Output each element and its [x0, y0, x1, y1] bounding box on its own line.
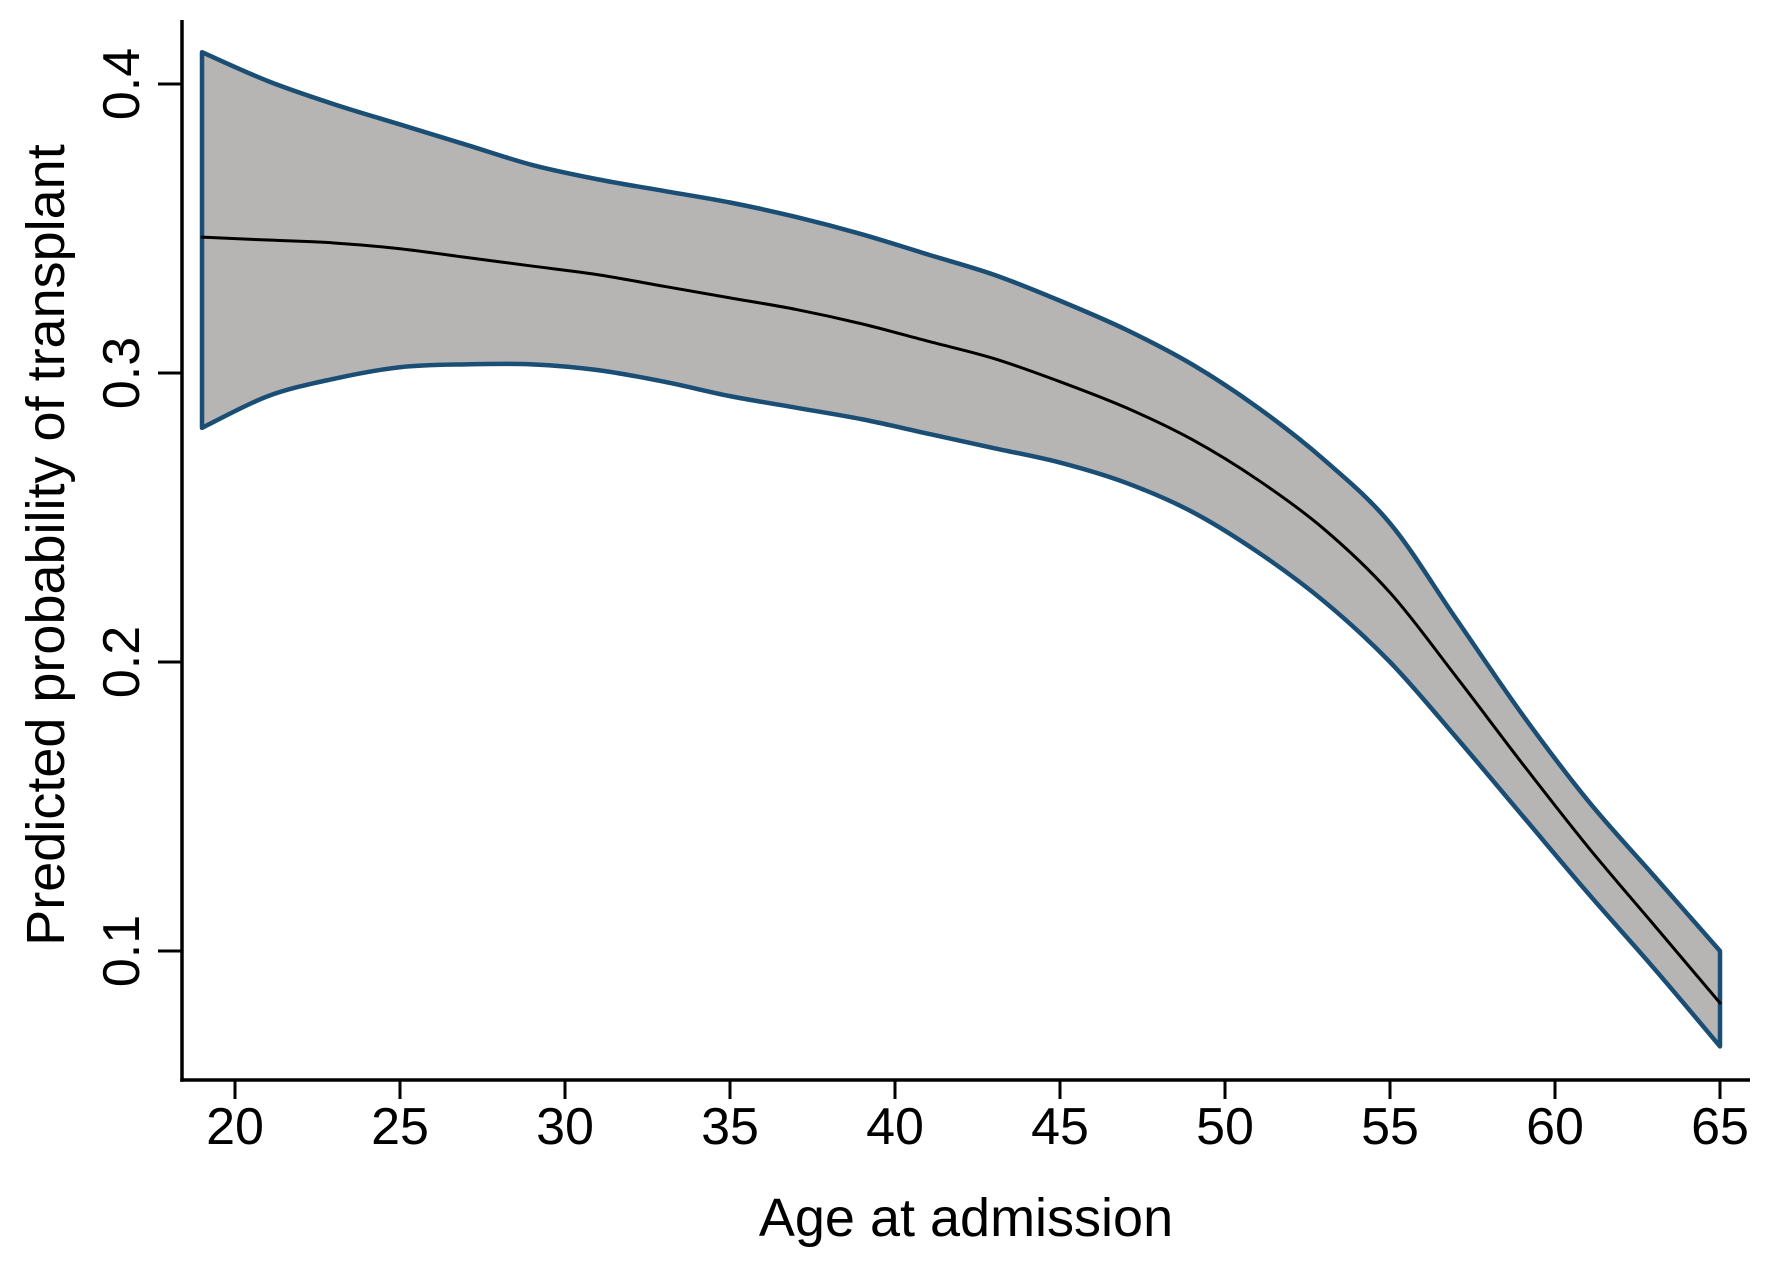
x-tick-label: 55: [1361, 1098, 1419, 1156]
x-tick-label: 40: [866, 1098, 924, 1156]
y-axis-title: Predicted probability of transplant: [16, 144, 76, 946]
x-tick-label: 35: [701, 1098, 759, 1156]
y-tick-label: 0.4: [93, 47, 151, 121]
y-tick-label: 0.3: [93, 336, 151, 410]
x-tick-label: 25: [371, 1098, 429, 1156]
x-tick-label: 65: [1691, 1098, 1749, 1156]
x-tick-label: 30: [536, 1098, 594, 1156]
x-tick-label: 50: [1196, 1098, 1254, 1156]
confidence-band: [199, 49, 1723, 1049]
x-axis-title: Age at admission: [758, 1188, 1174, 1248]
x-tick-label: 45: [1031, 1098, 1089, 1156]
x-tick-label: 20: [206, 1098, 264, 1156]
y-tick-label: 0.2: [93, 625, 151, 699]
y-tick-label: 0.1: [93, 914, 151, 988]
x-tick-label: 60: [1526, 1098, 1584, 1156]
mean-line: [200, 235, 1722, 1005]
